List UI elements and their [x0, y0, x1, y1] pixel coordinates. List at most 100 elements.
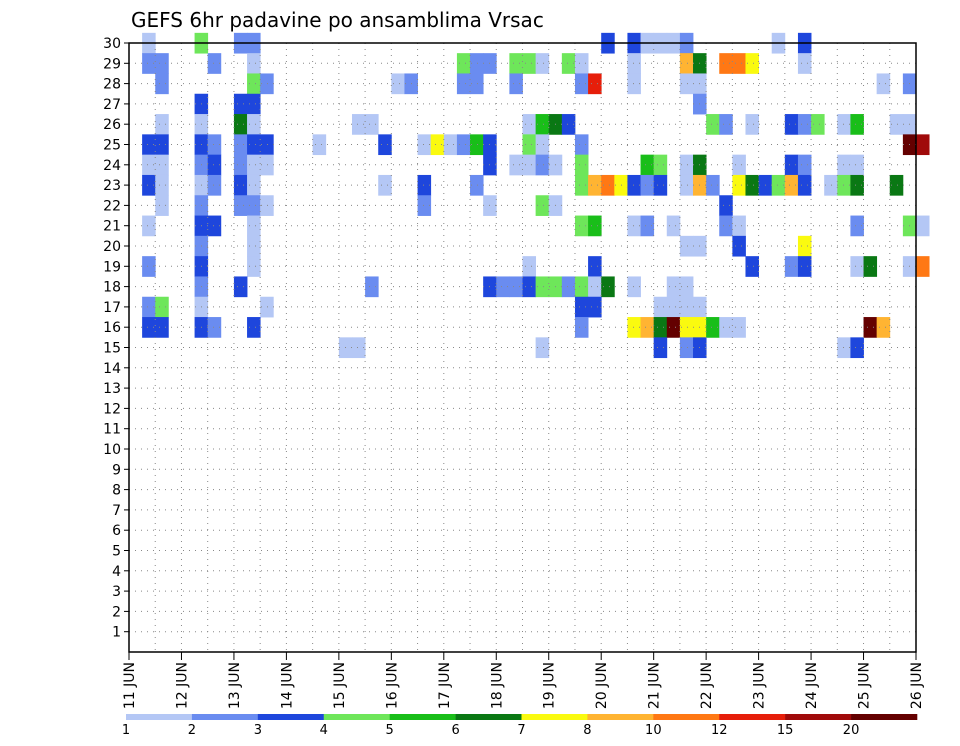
heatmap-cell — [679, 73, 694, 95]
heatmap-cell — [719, 317, 733, 338]
heatmap-cell — [588, 296, 602, 318]
heatmap-cell — [797, 53, 812, 74]
heatmap-cell — [142, 317, 156, 338]
y-tick-label: 22 — [103, 198, 121, 214]
y-tick-label: 15 — [103, 341, 121, 357]
heatmap-cell — [640, 317, 655, 338]
heatmap-cell — [627, 215, 641, 237]
colorbar-label: 5 — [386, 723, 394, 738]
heatmap-cell — [850, 154, 864, 176]
colorbar-label: 20 — [843, 723, 860, 738]
heatmap-cell — [706, 317, 720, 338]
heatmap-cell — [365, 114, 379, 135]
heatmap-cell — [247, 174, 261, 196]
heatmap-cell — [233, 114, 248, 135]
heatmap-cell — [535, 114, 550, 135]
heatmap-cell — [142, 256, 156, 277]
heatmap-cell — [640, 154, 655, 176]
heatmap-cell — [365, 276, 379, 298]
y-tick-label: 2 — [112, 604, 121, 620]
y-tick-label: 13 — [103, 381, 121, 397]
colorbar-label: 7 — [517, 723, 525, 738]
heatmap-cell — [666, 317, 681, 338]
heatmap-cell — [155, 134, 169, 156]
heatmap-cell — [797, 114, 812, 135]
y-tick-label: 20 — [103, 239, 121, 255]
heatmap-cell — [247, 134, 261, 156]
heatmap-cell — [850, 174, 864, 196]
heatmap-cell — [142, 134, 156, 156]
colorbar-label: 12 — [711, 723, 728, 738]
colorbar-label: 1 — [122, 723, 130, 738]
heatmap-cell — [535, 195, 550, 216]
colorbar-label: 3 — [254, 723, 262, 738]
y-tick-label: 6 — [112, 523, 121, 539]
heatmap-cell — [745, 174, 759, 196]
heatmap-cell — [627, 53, 641, 74]
heatmap-cell — [351, 114, 366, 135]
heatmap-cell — [719, 53, 733, 74]
heatmap-cell — [574, 174, 589, 196]
heatmap-cell — [679, 337, 694, 359]
heatmap-cell — [627, 317, 641, 338]
heatmap-cell — [574, 73, 589, 95]
heatmap-cell — [155, 73, 169, 95]
y-axis: 1234567891011121314151617181920212223242… — [103, 36, 129, 641]
heatmap-cell — [247, 195, 261, 216]
heatmap-cell — [679, 296, 694, 318]
y-tick-label: 25 — [103, 138, 121, 154]
heatmap-cell — [496, 276, 510, 298]
heatmap-cell — [260, 73, 274, 95]
y-tick-label: 5 — [112, 544, 121, 560]
heatmap-cell — [522, 134, 537, 156]
heatmap-cell — [588, 276, 602, 298]
heatmap-cell — [522, 154, 537, 176]
heatmap-cell — [745, 114, 759, 135]
colorbar-label: 4 — [320, 723, 328, 738]
heatmap-cell — [719, 215, 733, 237]
heatmap-cell — [653, 337, 668, 359]
heatmap-cell — [745, 53, 759, 74]
heatmap-cell — [522, 256, 537, 277]
heatmap-cell — [574, 154, 589, 176]
heatmap-cell — [706, 174, 720, 196]
heatmap-cell — [233, 134, 248, 156]
y-tick-label: 8 — [112, 483, 121, 499]
heatmap-cell — [535, 337, 550, 359]
heatmap-cell — [863, 317, 878, 338]
colorbar-swatch — [785, 714, 852, 720]
colorbar: 1 2 3 4 5 6 7 8 10 12 15 20 — [122, 714, 918, 738]
heatmap-cell — [666, 215, 681, 237]
heatmap-cell — [601, 174, 615, 196]
colorbar-swatch — [653, 714, 720, 720]
heatmap-cell — [155, 174, 169, 196]
colorbar-swatch — [257, 714, 325, 720]
heatmap-cell — [456, 73, 471, 95]
heatmap-cell — [640, 174, 655, 196]
heatmap-cell — [155, 53, 169, 74]
x-tick-label: 26 JUN — [909, 662, 925, 709]
colorbar-label: 15 — [777, 723, 794, 738]
heatmap-cell — [247, 114, 261, 135]
heatmap-cell — [574, 317, 589, 338]
x-tick-label: 16 JUN — [384, 662, 400, 709]
heatmap-cell — [456, 134, 471, 156]
x-tick-label: 20 JUN — [594, 662, 610, 709]
heatmap-cell — [666, 296, 681, 318]
heatmap-cell — [784, 114, 799, 135]
heatmap-cell — [247, 256, 261, 277]
colorbar-swatch — [389, 714, 456, 720]
heatmap-cell — [588, 215, 602, 237]
heatmap-cell — [850, 337, 864, 359]
heatmap-cell — [784, 174, 799, 196]
heatmap-cell — [588, 256, 602, 277]
heatmap-cell — [916, 215, 930, 237]
heatmap-cell — [574, 215, 589, 237]
heatmap-cell — [627, 276, 641, 298]
x-tick-label: 15 JUN — [332, 662, 348, 709]
heatmap-cell — [876, 73, 891, 95]
y-tick-label: 14 — [103, 361, 121, 377]
heatmap-cell — [850, 114, 864, 135]
heatmap-cell — [247, 93, 261, 115]
y-tick-label: 7 — [112, 503, 121, 519]
